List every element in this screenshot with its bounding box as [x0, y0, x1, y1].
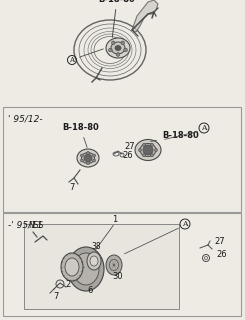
Text: 26: 26 [216, 250, 227, 259]
Ellipse shape [115, 45, 121, 51]
Ellipse shape [77, 149, 99, 167]
Ellipse shape [61, 253, 83, 281]
Circle shape [86, 151, 89, 155]
Ellipse shape [65, 258, 79, 276]
Circle shape [155, 148, 158, 151]
Circle shape [84, 154, 92, 162]
Circle shape [121, 41, 124, 44]
Ellipse shape [106, 255, 122, 275]
Circle shape [124, 48, 127, 52]
Text: 27: 27 [124, 142, 135, 151]
Text: 6: 6 [87, 286, 93, 295]
Text: B-18-80: B-18-80 [62, 123, 99, 148]
Text: 7: 7 [69, 183, 75, 192]
Text: ' 95/12-: ' 95/12- [8, 114, 43, 123]
Text: NSS: NSS [28, 221, 44, 230]
Circle shape [109, 48, 112, 52]
Ellipse shape [106, 38, 130, 58]
Circle shape [111, 41, 115, 44]
Text: 7: 7 [53, 292, 59, 301]
Circle shape [86, 162, 89, 164]
Ellipse shape [135, 140, 161, 161]
Circle shape [80, 154, 84, 157]
Ellipse shape [111, 42, 125, 54]
Text: A: A [182, 220, 188, 228]
Text: B-18-80: B-18-80 [98, 0, 135, 37]
Text: 26: 26 [122, 151, 133, 160]
Circle shape [93, 159, 96, 162]
Ellipse shape [87, 252, 101, 270]
Circle shape [150, 154, 154, 157]
Circle shape [143, 143, 146, 146]
Text: B-18-80: B-18-80 [151, 131, 199, 141]
Ellipse shape [68, 247, 104, 291]
Bar [3, 107, 241, 212]
Circle shape [150, 143, 154, 146]
Text: 27: 27 [214, 237, 225, 246]
Bar [24, 224, 179, 309]
Ellipse shape [140, 143, 156, 156]
Circle shape [138, 148, 142, 151]
Text: 38: 38 [91, 242, 101, 251]
Text: 30: 30 [113, 272, 123, 281]
Ellipse shape [90, 256, 98, 266]
Ellipse shape [82, 153, 95, 164]
Bar [3, 213, 241, 316]
Circle shape [116, 53, 120, 56]
Ellipse shape [110, 260, 119, 270]
Text: 2: 2 [65, 280, 71, 289]
Text: A: A [70, 56, 74, 64]
Circle shape [143, 145, 153, 155]
Text: -' 95/11: -' 95/11 [8, 220, 43, 229]
Ellipse shape [73, 253, 99, 285]
Text: A: A [201, 124, 207, 132]
Circle shape [80, 159, 84, 162]
Circle shape [93, 154, 96, 157]
Text: 1: 1 [112, 215, 118, 224]
Polygon shape [132, 0, 158, 32]
Circle shape [143, 154, 146, 157]
